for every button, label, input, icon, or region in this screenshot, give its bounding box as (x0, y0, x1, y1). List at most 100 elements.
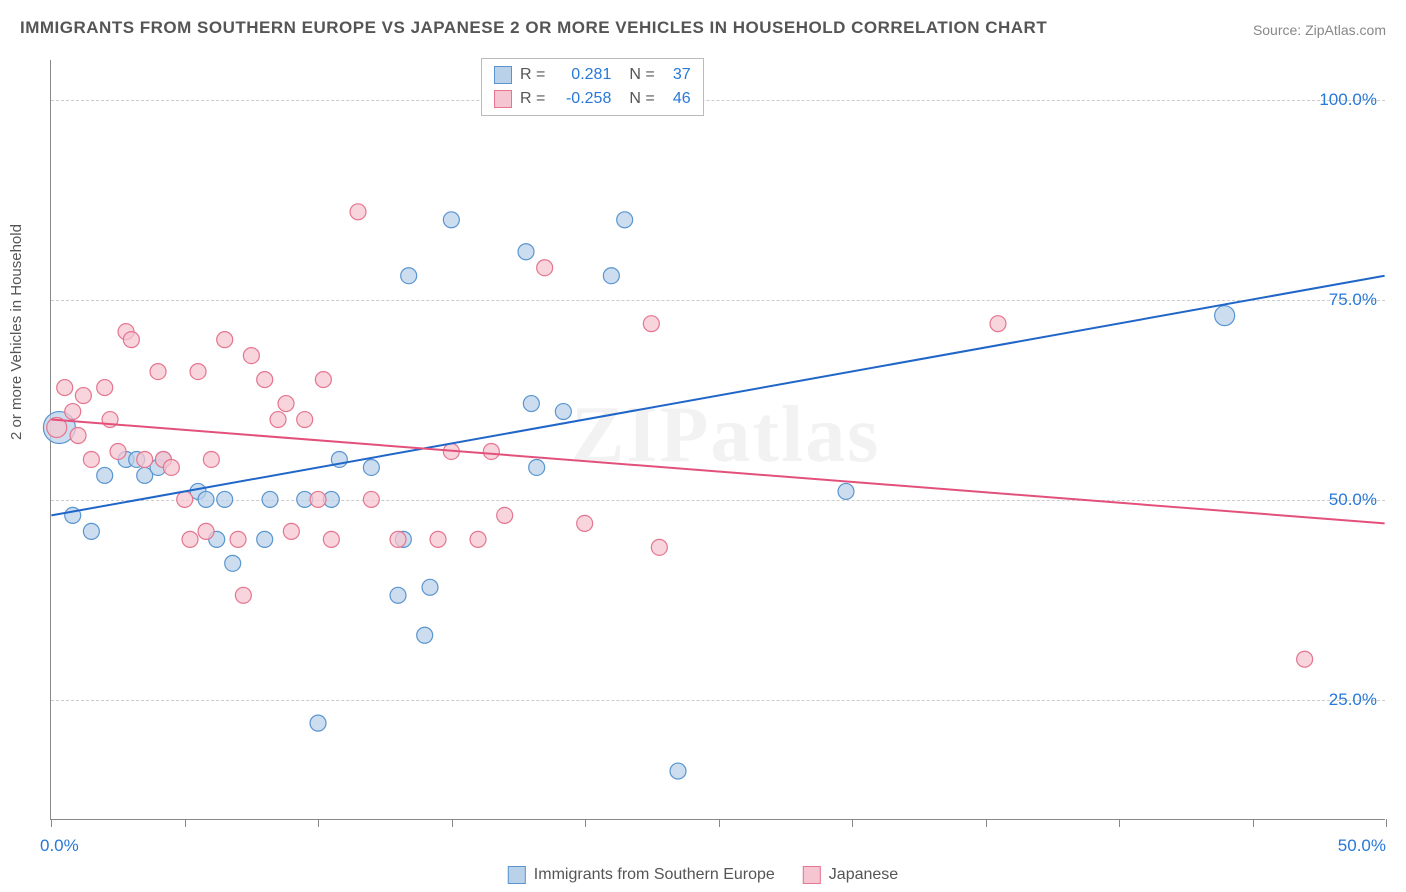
data-point (235, 587, 251, 603)
legend-swatch (494, 66, 512, 84)
x-tick (452, 819, 453, 827)
legend-swatch (803, 866, 821, 884)
source-attribution: Source: ZipAtlas.com (1253, 22, 1386, 38)
series-legend: Immigrants from Southern Europe Japanese (508, 866, 898, 884)
data-point (310, 715, 326, 731)
x-tick (51, 819, 52, 827)
data-point (110, 443, 126, 459)
data-point (83, 523, 99, 539)
legend-item: Immigrants from Southern Europe (508, 866, 775, 884)
data-point (670, 763, 686, 779)
x-axis-max-label: 50.0% (1338, 836, 1386, 856)
plot-area: ZIPatlas 25.0%50.0%75.0%100.0% R = 0.281… (50, 60, 1385, 820)
data-point (417, 627, 433, 643)
data-point (230, 531, 246, 547)
data-point (163, 459, 179, 475)
data-point (497, 507, 513, 523)
x-tick (852, 819, 853, 827)
data-point (75, 388, 91, 404)
data-point (217, 491, 233, 507)
data-point (177, 491, 193, 507)
data-point (198, 491, 214, 507)
data-point (990, 316, 1006, 332)
data-point (137, 451, 153, 467)
data-point (523, 396, 539, 412)
data-point (97, 380, 113, 396)
data-point (390, 587, 406, 603)
data-point (97, 467, 113, 483)
legend-r-label: R = (520, 66, 545, 84)
data-point (70, 428, 86, 444)
data-point (518, 244, 534, 260)
legend-row: R = -0.258 N = 46 (494, 87, 691, 111)
data-point (1297, 651, 1313, 667)
x-axis-min-label: 0.0% (40, 836, 79, 856)
data-point (350, 204, 366, 220)
data-point (443, 212, 459, 228)
data-point (257, 372, 273, 388)
data-point (198, 523, 214, 539)
data-point (1215, 306, 1235, 326)
chart-container: IMMIGRANTS FROM SOUTHERN EUROPE VS JAPAN… (0, 0, 1406, 892)
x-tick (185, 819, 186, 827)
data-point (422, 579, 438, 595)
chart-title: IMMIGRANTS FROM SOUTHERN EUROPE VS JAPAN… (20, 18, 1047, 38)
data-point (617, 212, 633, 228)
data-point (203, 451, 219, 467)
data-point (190, 364, 206, 380)
legend-n-value: 37 (663, 66, 691, 84)
data-point (283, 523, 299, 539)
x-tick (986, 819, 987, 827)
data-point (315, 372, 331, 388)
regression-line (51, 276, 1384, 516)
data-point (483, 443, 499, 459)
data-point (270, 412, 286, 428)
data-point (651, 539, 667, 555)
data-point (57, 380, 73, 396)
data-point (537, 260, 553, 276)
data-point (577, 515, 593, 531)
data-point (643, 316, 659, 332)
data-point (363, 491, 379, 507)
data-point (323, 531, 339, 547)
data-point (363, 459, 379, 475)
legend-r-value: 0.281 (553, 66, 611, 84)
legend-item: Japanese (803, 866, 898, 884)
legend-series-name: Immigrants from Southern Europe (534, 866, 775, 884)
x-tick (1253, 819, 1254, 827)
data-point (401, 268, 417, 284)
legend-n-label: N = (629, 90, 654, 108)
data-point (838, 483, 854, 499)
data-point (555, 404, 571, 420)
data-point (225, 555, 241, 571)
legend-r-label: R = (520, 90, 545, 108)
regression-line (51, 420, 1384, 524)
data-point (529, 459, 545, 475)
data-point (123, 332, 139, 348)
data-point (430, 531, 446, 547)
legend-r-value: -0.258 (553, 90, 611, 108)
data-point (243, 348, 259, 364)
x-tick (585, 819, 586, 827)
correlation-legend: R = 0.281 N = 37 R = -0.258 N = 46 (481, 58, 704, 116)
legend-swatch (508, 866, 526, 884)
x-tick (318, 819, 319, 827)
legend-swatch (494, 90, 512, 108)
data-point (217, 332, 233, 348)
legend-n-label: N = (629, 66, 654, 84)
data-point (297, 412, 313, 428)
x-tick (1119, 819, 1120, 827)
legend-row: R = 0.281 N = 37 (494, 63, 691, 87)
legend-series-name: Japanese (829, 866, 898, 884)
data-point (182, 531, 198, 547)
data-point (65, 404, 81, 420)
data-point (390, 531, 406, 547)
data-point (470, 531, 486, 547)
data-point (603, 268, 619, 284)
legend-n-value: 46 (663, 90, 691, 108)
x-tick (1386, 819, 1387, 827)
y-axis-label: 2 or more Vehicles in Household (8, 224, 25, 440)
data-point (262, 491, 278, 507)
x-tick (719, 819, 720, 827)
data-point (83, 451, 99, 467)
